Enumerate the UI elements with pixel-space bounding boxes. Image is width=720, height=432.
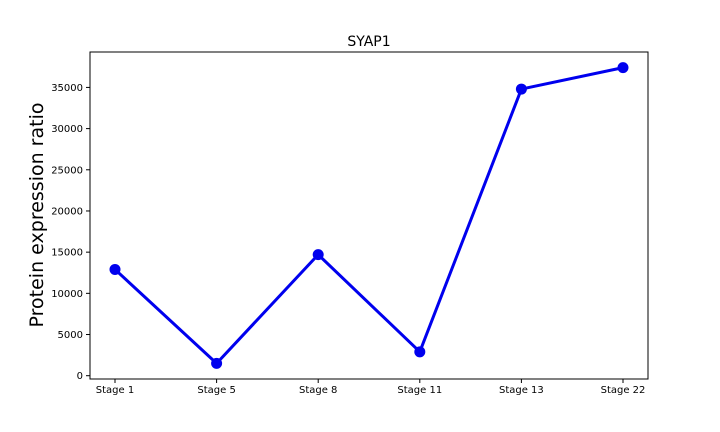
y-tick-label: 0 bbox=[77, 371, 83, 382]
y-tick-label: 35000 bbox=[51, 83, 83, 94]
data-point bbox=[312, 249, 324, 261]
data-point bbox=[109, 263, 121, 275]
series-line bbox=[113, 66, 625, 365]
data-point bbox=[211, 357, 223, 369]
y-tick-label: 10000 bbox=[51, 289, 83, 300]
series-layer bbox=[109, 62, 629, 369]
data-point bbox=[617, 62, 629, 74]
x-tick-label: Stage 13 bbox=[499, 385, 544, 396]
chart-title: SYAP1 bbox=[347, 34, 390, 50]
y-axis-label: Protein expression ratio bbox=[26, 103, 48, 328]
x-tick-label: Stage 22 bbox=[601, 385, 646, 396]
x-tick-label: Stage 1 bbox=[96, 385, 134, 396]
x-tick-label: Stage 11 bbox=[397, 385, 442, 396]
y-tick-label: 15000 bbox=[51, 248, 83, 259]
y-tick-label: 25000 bbox=[51, 165, 83, 176]
data-point bbox=[515, 83, 527, 95]
y-tick-label: 20000 bbox=[51, 206, 83, 217]
y-axis: 0 5000 10000 15000 20000 25000 30000 35000 bbox=[51, 83, 90, 382]
y-tick-label: 5000 bbox=[58, 330, 83, 341]
y-tick-label: 30000 bbox=[51, 124, 83, 135]
x-tick-label: Stage 5 bbox=[197, 385, 235, 396]
x-tick-label: Stage 8 bbox=[299, 385, 337, 396]
x-axis: Stage 1 Stage 5 Stage 8 Stage 11 Stage 13 Sta… bbox=[96, 379, 646, 396]
plot-area-frame bbox=[89, 51, 649, 380]
data-point bbox=[414, 346, 426, 358]
